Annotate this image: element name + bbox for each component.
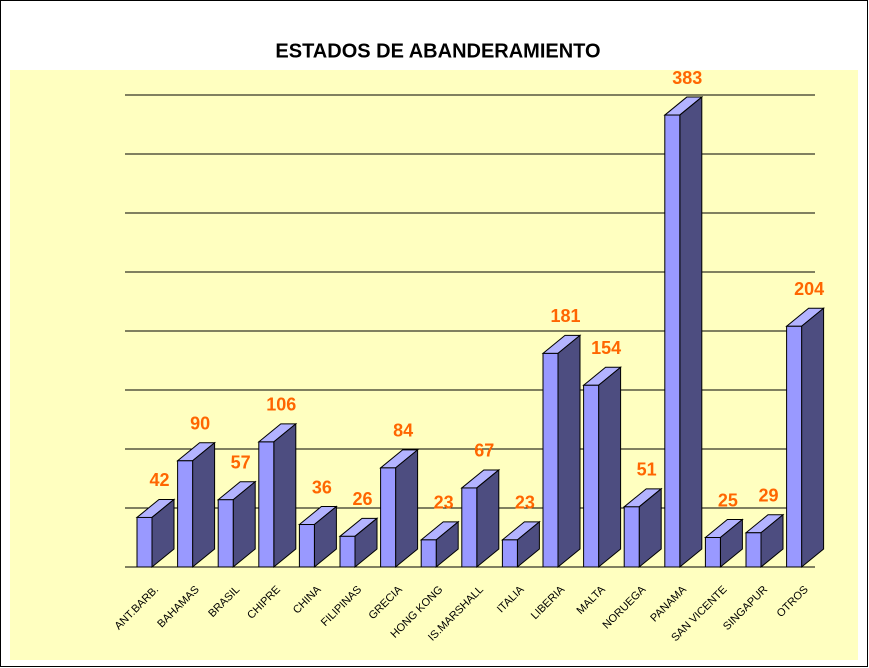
bar-side	[273, 422, 297, 569]
bar-side	[598, 366, 622, 569]
bar-side	[679, 96, 703, 569]
bar	[177, 460, 194, 568]
value-label: 42	[149, 470, 169, 490]
value-label: 106	[266, 395, 296, 415]
chart-title: ESTADOS DE ABANDERAMIENTO	[275, 40, 600, 62]
bar	[664, 114, 681, 568]
value-label: 25	[718, 490, 738, 510]
value-label: 90	[190, 414, 210, 434]
bar	[298, 524, 315, 568]
bar	[380, 467, 397, 568]
bar	[704, 537, 721, 568]
bar-side	[192, 441, 216, 569]
value-label: 67	[474, 441, 494, 461]
value-label: 84	[393, 421, 413, 441]
value-label: 154	[591, 338, 621, 358]
value-label: 29	[758, 486, 778, 506]
bar-side	[395, 448, 419, 569]
value-label: 26	[352, 489, 372, 509]
bar	[339, 535, 356, 568]
bar	[461, 487, 478, 568]
bar	[420, 539, 437, 568]
bar	[501, 539, 518, 568]
bar-side	[801, 307, 825, 569]
value-label: 36	[312, 477, 332, 497]
bar	[258, 441, 275, 568]
bar	[786, 325, 803, 568]
plot-area	[10, 70, 858, 660]
value-label: 204	[794, 279, 824, 299]
value-label: 383	[672, 68, 702, 88]
value-label: 23	[434, 493, 454, 513]
bar	[217, 499, 234, 568]
bar	[583, 384, 600, 568]
value-label: 181	[550, 306, 580, 326]
value-label: 51	[637, 460, 657, 480]
value-label: 57	[231, 452, 251, 472]
bar	[745, 532, 762, 568]
bar	[136, 516, 153, 568]
value-label: 23	[515, 493, 535, 513]
bar	[542, 352, 559, 568]
bar	[623, 506, 640, 568]
bar-side	[557, 334, 581, 569]
